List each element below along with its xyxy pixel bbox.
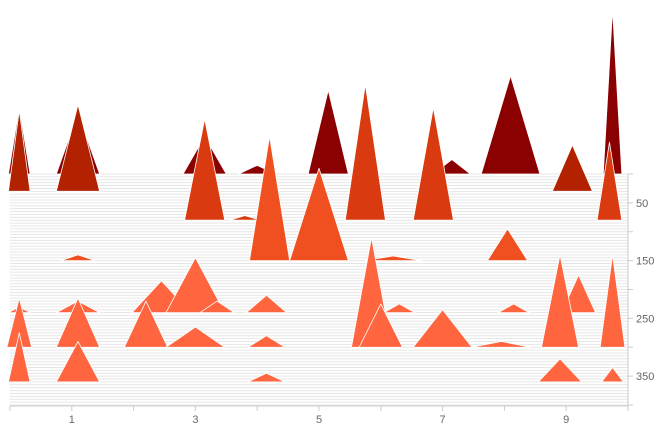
peak-4-4	[199, 300, 235, 314]
peak-6-2	[247, 372, 286, 383]
peak-5-3	[165, 326, 226, 348]
peak-2-3	[412, 107, 454, 221]
peak-2-2	[344, 84, 386, 221]
peak-1-2	[551, 144, 593, 192]
peak-6-4	[601, 367, 624, 383]
peak-3-3	[364, 255, 422, 262]
peak-0-4	[307, 89, 349, 175]
peak-3-1	[249, 136, 291, 262]
x-tick-label-4: 9	[563, 414, 569, 426]
series-3	[60, 136, 528, 262]
y-tick-label-2: 250	[636, 313, 654, 325]
series-0	[8, 9, 623, 175]
x-tick-label-0: 1	[69, 414, 75, 426]
peak-5-9	[541, 254, 579, 348]
y-tick-label-1: 150	[636, 256, 654, 268]
y-tick-label-0: 50	[636, 198, 648, 210]
peak-5-10	[599, 254, 626, 348]
peak-4-5	[245, 294, 287, 314]
peak-4-3	[165, 257, 226, 314]
peak-4-6	[383, 303, 416, 314]
series-1	[8, 104, 593, 192]
peak-4-7	[497, 303, 530, 314]
x-tick-label-2: 5	[316, 414, 322, 426]
peak-6-0	[8, 332, 31, 383]
plot-area	[6, 9, 626, 383]
axes: 1 3 5 7 9 50 150 250 350	[9, 173, 654, 426]
peak-2-1	[228, 215, 261, 221]
peak-1-0	[8, 110, 31, 192]
y-tick-label-3: 350	[636, 371, 654, 383]
peak-6-3	[537, 358, 583, 383]
peak-0-6	[480, 75, 541, 175]
peak-1-1	[55, 104, 101, 192]
x-tick-label-3: 7	[440, 414, 446, 426]
peak-0-7	[602, 9, 623, 175]
peak-3-2	[289, 167, 349, 262]
series-2	[184, 84, 623, 221]
peak-6-1	[55, 341, 101, 383]
peak-5-4	[247, 335, 286, 348]
peak-5-7	[412, 309, 473, 348]
peak-2-4	[596, 141, 623, 221]
series-6	[8, 332, 624, 383]
peak-5-1	[55, 297, 101, 348]
peak-2-0	[184, 118, 226, 221]
x-tick-label-1: 3	[192, 414, 198, 426]
peak-5-8	[471, 341, 532, 348]
peak-3-0	[60, 254, 96, 262]
series-5	[6, 237, 626, 348]
peak-5-2	[123, 300, 168, 348]
peak-5-6	[358, 303, 403, 348]
peak-3-4	[487, 228, 528, 262]
